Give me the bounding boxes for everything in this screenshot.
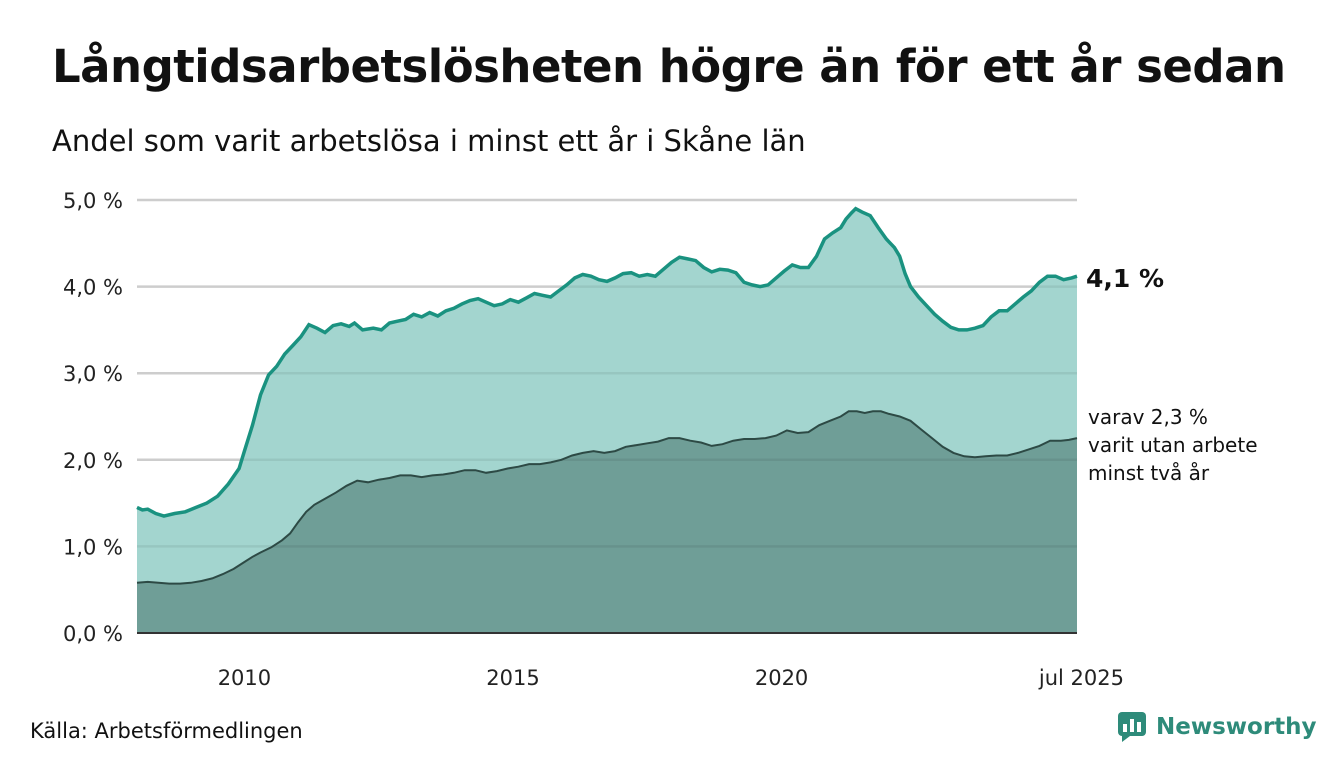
x-tick-label: 2015 (486, 666, 539, 690)
x-tick-label: 2010 (218, 666, 271, 690)
chart-title: Långtidsarbetslösheten högre än för ett … (52, 40, 1286, 93)
y-tick-label: 4,0 % (63, 276, 123, 300)
y-tick-label: 0,0 % (63, 622, 123, 646)
x-tick-label: 2020 (755, 666, 808, 690)
line-long-term-unemployed (136, 206, 1078, 518)
line-two-year-unemployed (136, 410, 1078, 585)
sub-value-label-line3: minst två år (1088, 461, 1210, 485)
area-two-year-unemployed (137, 411, 1077, 633)
newsworthy-logo-icon (1118, 712, 1146, 742)
y-tick-label: 1,0 % (63, 535, 123, 559)
sub-value-label-line2: varit utan arbete (1088, 433, 1258, 457)
y-axis-ticks: 0,0 % 1,0 % 2,0 % 3,0 % 4,0 % 5,0 % (63, 189, 123, 646)
brand-logo: Newsworthy (1118, 712, 1317, 742)
grid-overlay (137, 198, 1077, 548)
y-tick-label: 2,0 % (63, 449, 123, 473)
source-note: Källa: Arbetsförmedlingen (30, 719, 303, 743)
sub-value-label-line1: varav 2,3 % (1088, 405, 1208, 429)
x-tick-label: jul 2025 (1038, 666, 1124, 690)
y-tick-label: 5,0 % (63, 189, 123, 213)
main-value-label: 4,1 % (1086, 264, 1164, 293)
x-axis-ticks: 2010 2015 2020 jul 2025 (218, 666, 1124, 690)
y-tick-label: 3,0 % (63, 362, 123, 386)
area-chart: 0,0 %1,0 %2,0 %3,0 %4,0 %5,0 % 2010 2015 2… (63, 189, 1258, 690)
brand-name: Newsworthy (1156, 714, 1317, 740)
chart-subtitle: Andel som varit arbetslösa i minst ett å… (52, 124, 806, 158)
